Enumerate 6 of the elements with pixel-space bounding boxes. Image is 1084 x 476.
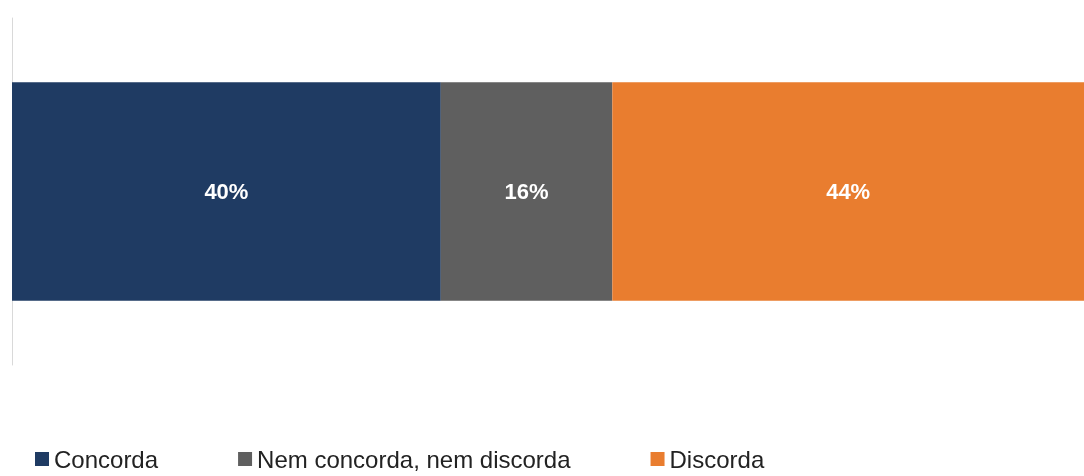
data-label: 44% [826, 179, 871, 204]
data-label: 16% [504, 179, 549, 204]
data-label: 40% [204, 179, 249, 204]
legend-label: Nem concorda, nem discorda [257, 445, 572, 473]
legend-label: Discorda [669, 445, 765, 473]
legend-label: Concorda [54, 445, 159, 473]
